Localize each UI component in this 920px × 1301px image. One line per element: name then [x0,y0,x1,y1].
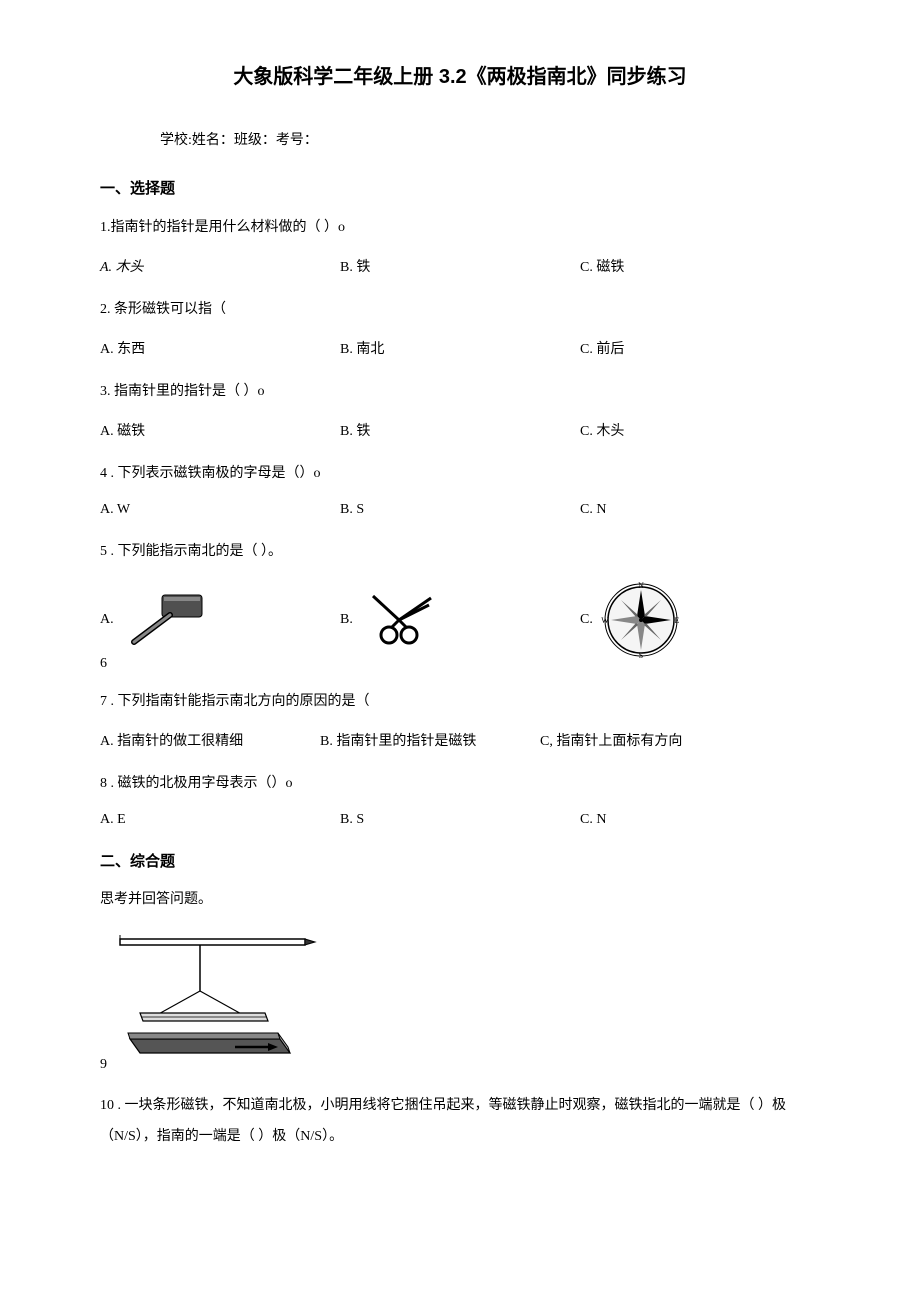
q8-option-b: B. S [340,812,580,828]
q4-stem: 4 . 下列表示磁铁南极的字母是（）o [100,462,820,482]
q5-image-options: A. B. C. [100,580,820,660]
svg-text:S: S [639,651,643,660]
q2-option-b: B. 南北 [340,338,580,358]
q1-option-c: C. 磁铁 [580,256,780,276]
q3-option-c: C. 木头 [580,420,780,440]
q3-option-a: A. 磁铁 [100,420,340,440]
q4-options: A. W B. S C. N [100,502,820,518]
q4-option-b: B. S [340,502,580,518]
suspended-magnet-diagram [100,931,820,1061]
q5-stem: 5 . 下列能指示南北的是（ ）。 [100,540,820,560]
page-title: 大象版科学二年级上册 3.2《两极指南北》同步练习 [100,60,820,89]
q4-option-c: C. N [580,502,780,518]
q8-option-a: A. E [100,812,340,828]
meta-line: 学校:姓名：班级：考号： [100,129,820,149]
q1-stem: 1.指南针的指针是用什么材料做的（ ）o [100,216,820,236]
q7-options: A. 指南针的做工很精细 B. 指南针里的指针是磁铁 C, 指南针上面标有方向 [100,730,820,750]
q7-option-a: A. 指南针的做工很精细 [100,730,300,750]
section-1-header: 一、选择题 [100,177,820,198]
q4-option-a: A. W [100,502,340,518]
q5-option-c-label: C. [580,612,593,628]
hammer-icon [122,590,212,650]
q3-option-b: B. 铁 [340,420,580,440]
q8-stem: 8 . 磁铁的北极用字母表示（）o [100,772,820,792]
q1-option-a: A. 木头 [100,256,340,276]
scissors-icon [361,590,441,650]
q9-label: 9 [100,1057,820,1073]
q1-option-b: B. 铁 [340,256,580,276]
q2-options: A. 东西 B. 南北 C. 前后 [100,338,820,358]
q1-options: A. 木头 B. 铁 C. 磁铁 [100,256,820,276]
q7-option-b: B. 指南针里的指针是磁铁 [320,730,520,750]
q7-option-c: C, 指南针上面标有方向 [540,730,740,750]
compass-icon: N S W E [601,580,681,660]
q8-options: A. E B. S C. N [100,812,820,828]
svg-text:E: E [674,616,679,625]
suspended-magnet-icon [100,931,320,1061]
q3-stem: 3. 指南针里的指针是（ ）o [100,380,820,400]
q7-stem: 7 . 下列指南针能指示南北方向的原因的是（ [100,690,820,710]
q2-option-c: C. 前后 [580,338,780,358]
q8-option-c: C. N [580,812,780,828]
q10-text: 10 . 一块条形磁铁，不知道南北极，小明用线将它捆住吊起来，等磁铁静止时观察，… [100,1091,820,1153]
svg-text:W: W [601,616,609,625]
q3-options: A. 磁铁 B. 铁 C. 木头 [100,420,820,440]
section-2-header: 二、综合题 [100,850,820,871]
section-2-intro: 思考并回答问题。 [100,889,820,911]
q2-option-a: A. 东西 [100,338,340,358]
q5-option-b-label: B. [340,612,353,628]
q5-option-a-label: A. [100,612,114,628]
q2-stem: 2. 条形磁铁可以指（ [100,298,820,318]
svg-text:N: N [638,581,644,590]
